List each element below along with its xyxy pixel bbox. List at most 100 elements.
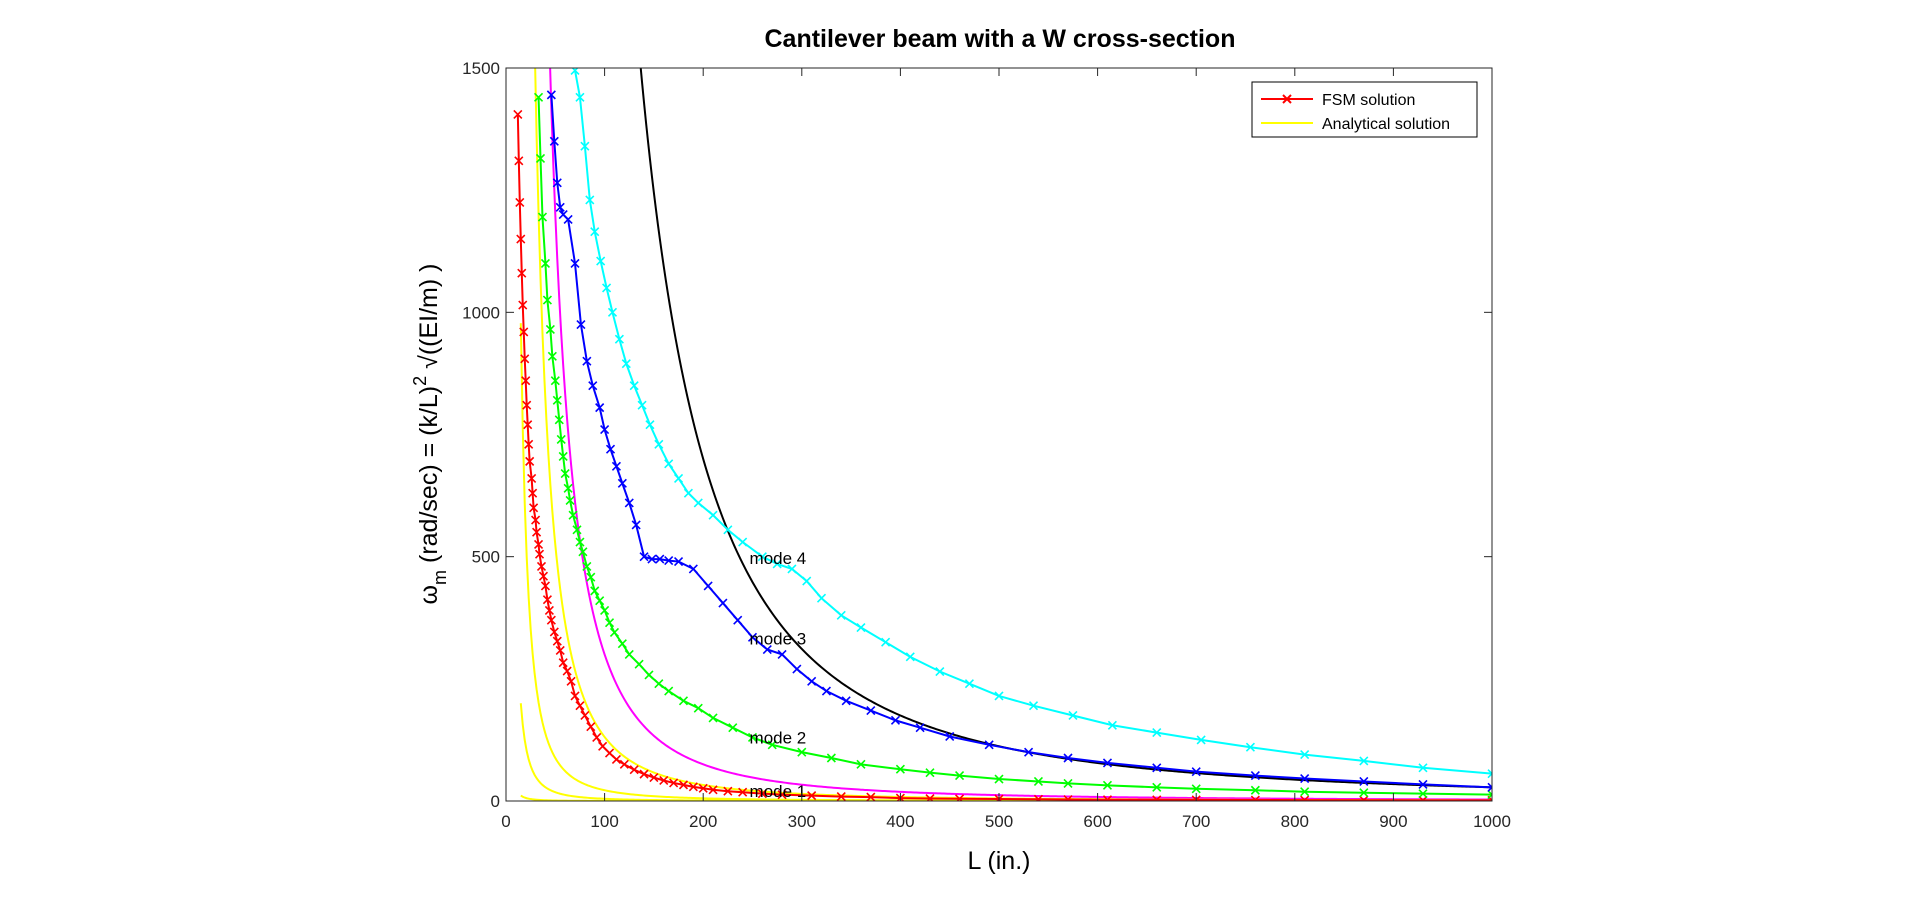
fsm-marker-mode-3-8 <box>582 356 592 366</box>
legend: FSM solution Analytical solution <box>1251 81 1478 138</box>
fsm-marker-mode-1-45 <box>669 778 679 788</box>
fsm-marker-mode-2-51 <box>1300 787 1310 797</box>
fsm-marker-mode-1-55 <box>836 792 846 801</box>
fsm-marker-mode-1-44 <box>659 775 669 786</box>
fsm-marker-mode-1-42 <box>639 769 649 779</box>
fsm-marker-mode-3-37 <box>984 740 994 750</box>
fsm-marker-mode-1-66 <box>1250 795 1260 801</box>
fsm-marker-mode-3-14 <box>617 478 627 488</box>
fsm-marker-mode-3-36 <box>945 731 955 742</box>
fsm-marker-mode-4-19 <box>723 525 733 535</box>
fsm-marker-mode-2-27 <box>624 649 634 659</box>
fsm-marker-mode-1-25 <box>546 615 556 625</box>
fsm-marker-mode-2-2 <box>537 212 548 222</box>
fsm-marker-mode-4-38 <box>1245 742 1255 752</box>
fsm-marker-mode-4-40 <box>1359 756 1369 766</box>
fsm-marker-mode-3-46 <box>1418 779 1428 789</box>
fsm-marker-mode-1-63 <box>1102 795 1113 801</box>
fsm-marker-mode-4-29 <box>905 652 915 662</box>
fsm-marker-mode-1-67 <box>1300 795 1310 801</box>
x-tick-label-100: 100 <box>590 812 618 831</box>
fsm-marker-mode-4-8 <box>614 334 624 344</box>
legend-fsm-label: FSM solution <box>1322 92 1415 109</box>
fsm-marker-mode-4-18 <box>708 510 718 520</box>
fsm-marker-mode-4-23 <box>787 564 797 574</box>
fsm-marker-mode-3-38 <box>1024 747 1034 757</box>
fsm-marker-mode-1-41 <box>629 765 639 775</box>
fsm-marker-mode-2-8 <box>552 395 562 405</box>
fsm-marker-mode-2-42 <box>925 768 935 778</box>
fsm-marker-mode-3-35 <box>915 723 925 733</box>
x-tick-label-400: 400 <box>886 812 914 831</box>
fsm-marker-mode-3-28 <box>777 649 787 659</box>
fsm-marker-mode-1-1 <box>514 156 524 166</box>
fsm-marker-mode-2-46 <box>1063 778 1073 788</box>
fsm-marker-mode-4-12 <box>645 420 655 430</box>
fsm-marker-mode-1-35 <box>586 722 596 732</box>
annotation-mode-3: mode 3 <box>750 629 807 648</box>
y-label-superscript: 2 <box>410 376 430 386</box>
fsm-marker-mode-4-0 <box>570 68 580 76</box>
fsm-marker-mode-3-15 <box>624 498 634 508</box>
fsm-marker-mode-3-27 <box>762 644 772 655</box>
fsm-marker-mode-4-17 <box>693 498 703 508</box>
fsm-marker-mode-4-26 <box>836 610 846 620</box>
fsm-marker-mode-1-4 <box>517 268 527 278</box>
fsm-marker-mode-2-39 <box>826 753 836 763</box>
fsm-marker-mode-1-61 <box>1033 794 1044 801</box>
fsm-marker-mode-2-38 <box>797 747 807 757</box>
fsm-marker-mode-4-14 <box>664 459 674 469</box>
fsm-marker-mode-4-34 <box>1068 710 1078 721</box>
fsm-marker-mode-1-13 <box>527 473 537 484</box>
fsm-marker-mode-2-32 <box>678 696 689 706</box>
x-tick-label-700: 700 <box>1182 812 1210 831</box>
fsm-marker-mode-4-30 <box>935 666 945 677</box>
fsm-marker-mode-2-52 <box>1359 788 1369 798</box>
fsm-marker-mode-4-24 <box>802 576 812 586</box>
fsm-marker-mode-2-19 <box>582 561 592 572</box>
fsm-marker-mode-3-44 <box>1300 773 1310 784</box>
fsm-marker-mode-2-17 <box>575 537 585 547</box>
fsm-marker-mode-2-41 <box>895 764 905 774</box>
fsm-marker-mode-2-18 <box>578 547 588 557</box>
fsm-marker-mode-2-22 <box>595 596 605 606</box>
fsm-marker-mode-1-36 <box>592 732 602 743</box>
fsm-marker-mode-3-22 <box>688 564 698 574</box>
fsm-marker-mode-2-20 <box>586 572 596 582</box>
fsm-marker-mode-3-31 <box>821 686 832 696</box>
fsm-marker-mode-2-29 <box>644 670 654 680</box>
fsm-marker-mode-2-10 <box>556 434 566 444</box>
fsm-marker-mode-1-31 <box>566 676 576 686</box>
fsm-marker-mode-1-15 <box>529 503 539 513</box>
fsm-marker-mode-1-40 <box>619 759 629 769</box>
fsm-marker-mode-2-7 <box>550 376 560 386</box>
fsm-marker-mode-3-26 <box>747 632 758 642</box>
fsm-marker-mode-1-22 <box>540 581 551 591</box>
fsm-marker-mode-1-12 <box>525 456 535 466</box>
fsm-marker-mode-2-30 <box>654 679 664 689</box>
fsm-marker-mode-3-30 <box>807 676 817 686</box>
fsm-marker-mode-2-4 <box>542 295 552 305</box>
fsm-marker-mode-1-56 <box>866 792 876 801</box>
fsm-marker-mode-4-33 <box>1028 701 1039 711</box>
fsm-marker-mode-3-20 <box>664 556 674 566</box>
fsm-marker-mode-3-25 <box>733 615 743 625</box>
extra-curve-1 <box>549 68 1492 801</box>
fsm-marker-mode-2-11 <box>558 451 568 462</box>
legend-box <box>1251 81 1478 138</box>
fsm-marker-mode-3-13 <box>611 461 621 471</box>
x-tick-label-300: 300 <box>788 812 816 831</box>
fsm-marker-mode-1-43 <box>649 772 659 783</box>
fsm-marker-mode-2-43 <box>954 771 965 781</box>
fsm-line-mode-3 <box>550 94 1492 789</box>
x-tick-label-600: 600 <box>1083 812 1111 831</box>
fsm-marker-mode-1-8 <box>521 376 531 386</box>
fsm-marker-mode-4-3 <box>585 195 595 205</box>
fsm-marker-mode-4-1 <box>575 92 585 102</box>
y-label-subscript: m <box>430 570 450 585</box>
fsm-marker-mode-4-11 <box>637 400 647 410</box>
fsm-marker-mode-3-2 <box>552 178 562 188</box>
fsm-marker-mode-4-2 <box>580 141 590 151</box>
y-axis-label: ωm (rad/sec) = (k/L)2 √((EI/m) ) <box>410 264 450 605</box>
